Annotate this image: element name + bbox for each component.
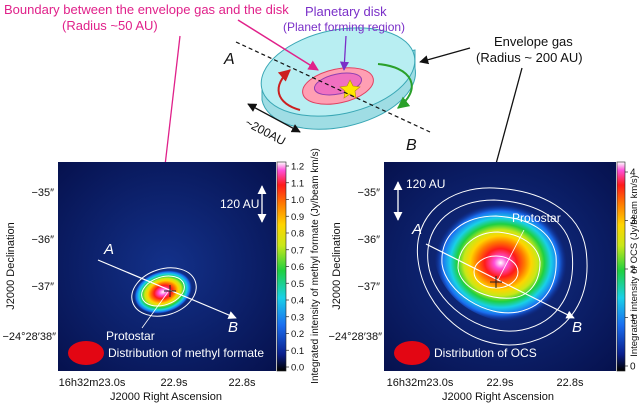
right-protostar-label: Protostar — [512, 211, 561, 225]
left-colorbar-label: Integrated intensity of methyl formate (… — [310, 148, 321, 384]
disk-label: Planetary disk — [305, 4, 387, 19]
right-xlabel: J2000 Right Ascension — [442, 391, 554, 403]
left-colorbar-tick-label: 1.1 — [291, 178, 304, 189]
right-scale-label: 120 AU — [406, 177, 445, 191]
right-colorbar-tick-label: 1 — [630, 313, 636, 324]
right-point-b: B — [572, 319, 582, 336]
right-ytick-0: −35″ — [357, 187, 380, 199]
left-beam-ellipse — [68, 341, 104, 365]
left-scale-label: 120 AU — [220, 197, 259, 211]
right-ab-line — [425, 243, 575, 319]
left-ytick-3: −24°28′38″ — [3, 331, 57, 343]
scale-arrow — [247, 103, 301, 133]
methyl-contour-inner — [141, 275, 185, 307]
ab-axis-line — [235, 41, 431, 133]
left-xlabel: J2000 Right Ascension — [110, 391, 222, 403]
left-colorbar-tick-label: 1.0 — [291, 195, 304, 206]
left-colorbar-tick-label: 0.6 — [291, 262, 304, 273]
right-colorbar-tick-label: 0 — [630, 362, 636, 373]
left-colorbar-tick-label: 0.0 — [291, 363, 304, 374]
right-point-a: A — [411, 221, 422, 238]
boundary-radius: (Radius ~50 AU) — [62, 18, 158, 33]
left-colorbar-tick-label: 0.3 — [291, 312, 304, 323]
left-protostar-pointer — [141, 291, 169, 329]
right-xtick-1: 22.9s — [487, 377, 514, 389]
diagram-point-a: A — [223, 51, 235, 68]
left-xtick-0: 16h32m23.0s — [59, 377, 126, 389]
ocs-contour-1 — [416, 187, 588, 346]
envelope-label: Envelope gas — [494, 34, 573, 49]
left-colorbar-tick-label: 0.7 — [291, 245, 304, 256]
left-colorbar-ticks: 1.2 1.1 1.0 0.9 0.8 0.7 0.6 0.5 0.4 0.3 0.2 0.1 0.0 — [286, 162, 304, 374]
left-caption: Distribution of methyl formate — [108, 346, 264, 360]
left-ab-line — [97, 259, 237, 319]
right-colorbar-tick-label: 2 — [630, 265, 636, 276]
left-point-b: B — [228, 319, 238, 336]
right-colorbar-ticks: 4 3 2 1 0 — [625, 168, 636, 373]
right-ytick-2: −37″ — [357, 281, 380, 293]
right-caption: Distribution of OCS — [434, 346, 537, 360]
left-colorbar-tick-label: 0.9 — [291, 212, 304, 223]
left-colorbar-tick-label: 0.2 — [291, 329, 304, 340]
right-xtick-2: 22.8s — [557, 377, 584, 389]
boundary-pointer — [237, 19, 319, 71]
left-ytick-0: −35″ — [31, 187, 54, 199]
left-panel: A B Protostar 120 AU Distribution of met… — [3, 148, 322, 403]
ocs-contour-4 — [457, 231, 541, 299]
protostar-icon — [339, 79, 361, 99]
left-colorbar-tick-label: 1.2 — [291, 162, 304, 173]
envelope-radius: (Radius ~ 200 AU) — [476, 50, 583, 65]
left-ytick-2: −37″ — [31, 281, 54, 293]
disk-envelope-diagram: A B ~200AU Boundary between the envelope… — [4, 2, 583, 279]
ocs-contour-2 — [427, 199, 574, 332]
right-ylabel: J2000 Declination — [331, 222, 343, 309]
left-colorbar-tick-label: 0.4 — [291, 296, 304, 307]
disk-pointer — [339, 35, 350, 71]
methyl-contour-outer — [131, 267, 197, 317]
diagram-point-b: B — [406, 137, 417, 154]
right-ytick-3: −24°28′38″ — [329, 331, 383, 343]
left-point-a: A — [103, 241, 114, 258]
rotation-arrow-green — [377, 63, 413, 109]
left-xtick-1: 22.9s — [161, 377, 188, 389]
left-ylabel: J2000 Declination — [5, 222, 17, 309]
left-colorbar-tick-label: 0.1 — [291, 346, 304, 357]
left-colorbar-tick-label: 0.8 — [291, 229, 304, 240]
right-xtick-0: 16h32m23.0s — [387, 377, 454, 389]
boundary-label: Boundary between the envelope gas and th… — [4, 2, 289, 17]
left-colorbar-tick-label: 0.5 — [291, 279, 304, 290]
left-xtick-2: 22.8s — [229, 377, 256, 389]
right-colorbar-label: Integrated intensity of OCS (Jy/beam km/… — [629, 175, 640, 357]
left-map-background — [58, 162, 276, 371]
right-protostar-pointer — [497, 229, 525, 281]
left-colorbar — [276, 161, 287, 372]
left-protostar-label: Protostar — [106, 329, 155, 343]
envelope-pointer — [419, 47, 471, 65]
right-beam-ellipse — [394, 341, 430, 365]
right-panel: A B Protostar 120 AU Distribution of OCS… — [329, 161, 640, 403]
ocs-emission — [434, 204, 567, 322]
right-colorbar-tick-label: 4 — [630, 168, 636, 179]
disk-sublabel: (Planet forming region) — [283, 20, 405, 34]
right-ytick-1: −36″ — [357, 234, 380, 246]
right-colorbar-tick-label: 3 — [630, 216, 636, 227]
ocs-contour-3 — [441, 215, 557, 314]
left-ytick-1: −36″ — [31, 234, 54, 246]
right-colorbar — [616, 161, 626, 372]
